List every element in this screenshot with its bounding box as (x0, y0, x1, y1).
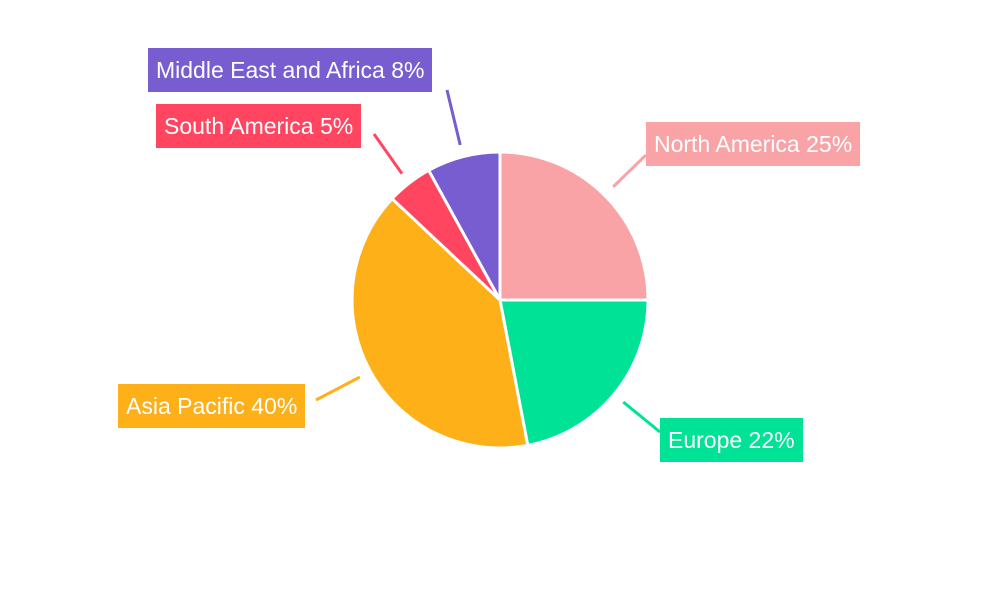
label-north-america: North America 25% (646, 122, 861, 166)
leader-line-asia-pacific (315, 375, 361, 402)
label-asia-pacific: Asia Pacific 40% (118, 384, 306, 428)
leader-line-north-america (612, 153, 648, 188)
pie-slice-europe[interactable] (498, 298, 650, 448)
label-europe: Europe 22% (660, 418, 803, 462)
leader-line-europe (622, 400, 661, 434)
pie-slice-asia-pacific[interactable] (350, 196, 530, 450)
leader-line-middle-east-and-africa (445, 89, 462, 146)
leader-line-south-america (372, 133, 404, 175)
pie-slice-north-america[interactable] (498, 150, 650, 302)
label-middle-east-africa: Middle East and Africa 8% (148, 48, 433, 92)
pie-slice-middle-east-and-africa[interactable] (426, 150, 502, 301)
label-south-america: South America 5% (156, 104, 362, 148)
